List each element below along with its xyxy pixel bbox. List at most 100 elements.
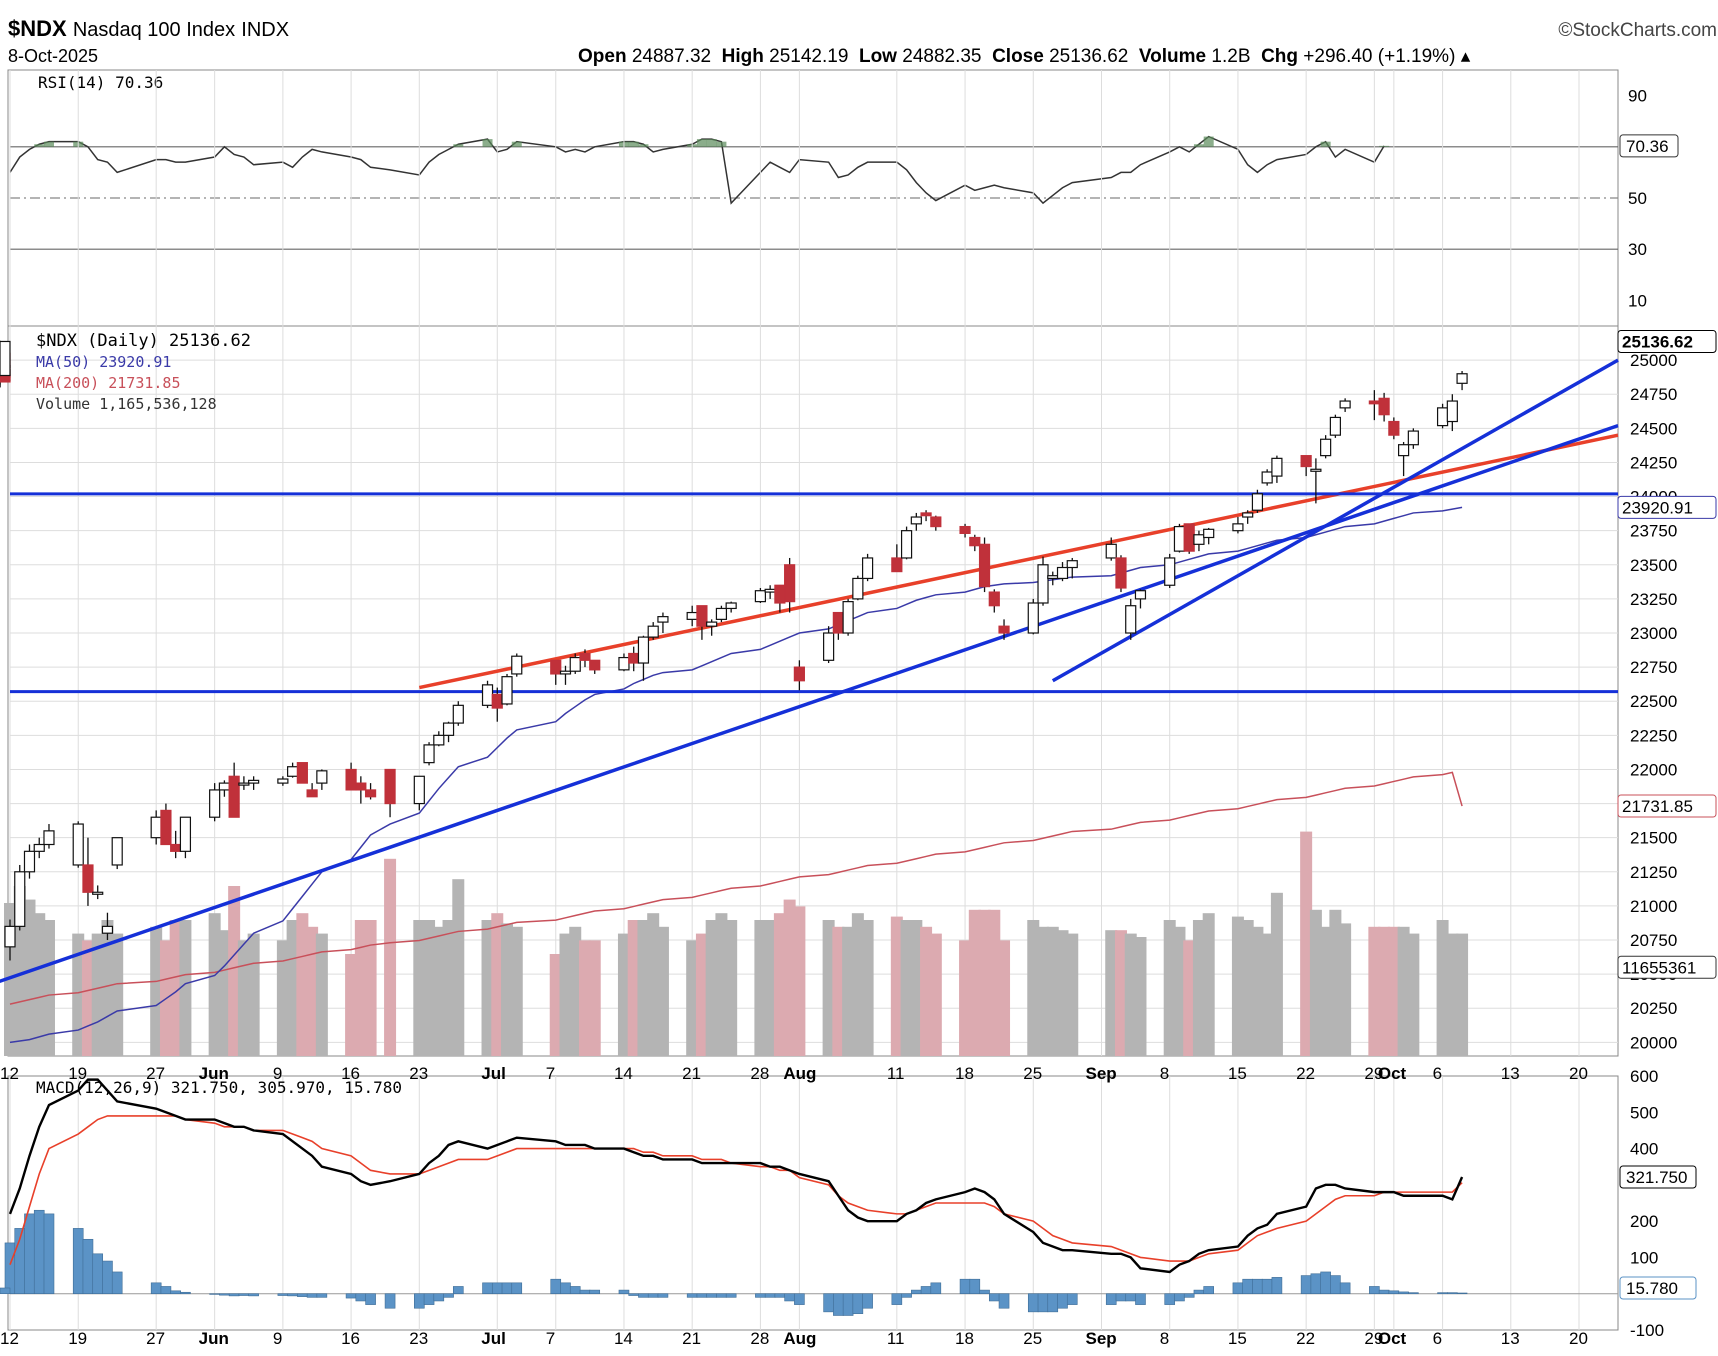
- volume-bar: [1270, 892, 1283, 1056]
- candle-up: [238, 782, 250, 786]
- volume-bar: [1387, 926, 1400, 1056]
- volume-bar: [247, 933, 260, 1056]
- candle-up: [1193, 534, 1205, 545]
- candle-down: [988, 591, 1000, 607]
- candle-up: [316, 770, 328, 784]
- volume-bar: [929, 933, 942, 1056]
- volume-bar: [822, 920, 835, 1056]
- macd-histogram-bar: [784, 1293, 795, 1302]
- macd-x-tick-label: 23: [409, 1329, 428, 1348]
- ma50-legend: MA(50) 23920.91: [36, 353, 171, 371]
- macd-x-tick-label: Jul: [481, 1329, 506, 1348]
- candle-up: [569, 656, 581, 672]
- macd-histogram-bar: [647, 1293, 659, 1298]
- macd-histogram-bar: [979, 1289, 990, 1295]
- candle-up: [1320, 438, 1332, 457]
- candle-up: [452, 704, 464, 724]
- candle-up: [1134, 590, 1147, 600]
- volume-bar: [33, 913, 46, 1056]
- volume-bar: [1114, 930, 1127, 1056]
- candle-up: [442, 722, 455, 736]
- candle-down: [228, 775, 240, 818]
- candle-down: [978, 543, 991, 588]
- candle-down: [491, 693, 503, 709]
- candle-up: [14, 871, 26, 927]
- macd-histogram-bar: [696, 1293, 708, 1298]
- macd-histogram-bar: [72, 1228, 84, 1295]
- rsi-overbought-fill: [716, 141, 727, 147]
- volume-bar: [1407, 933, 1420, 1056]
- open-label: Open: [578, 46, 627, 67]
- rsi-overbought-fill: [638, 144, 649, 147]
- candle-up: [1446, 400, 1458, 423]
- macd-histogram-bar: [1369, 1286, 1380, 1295]
- candle-up: [511, 655, 523, 675]
- candle-up: [657, 616, 669, 623]
- rsi-overbought-fill: [696, 139, 707, 147]
- macd-histogram-bar: [150, 1282, 162, 1295]
- candle-down: [930, 516, 942, 528]
- candle-down: [1378, 397, 1390, 416]
- candle-up: [33, 843, 45, 852]
- price-tick-label: 21250: [1630, 863, 1677, 882]
- candle-up: [1407, 430, 1419, 446]
- candle-up: [764, 588, 776, 593]
- candle-up: [1056, 566, 1069, 580]
- candle-up: [647, 625, 659, 638]
- macd-tick-label: 500: [1630, 1103, 1658, 1122]
- ma50-line: [9, 506, 1463, 1044]
- candle-down: [1388, 420, 1400, 436]
- trend-line-blue: [0, 423, 1619, 984]
- volume-bar: [783, 899, 796, 1056]
- macd-x-tick-label: 20: [1569, 1329, 1588, 1348]
- macd-x-tick-label: 18: [955, 1329, 974, 1348]
- candle-up: [1436, 407, 1449, 427]
- macd-histogram-bar: [1183, 1293, 1195, 1298]
- macd-tick-label: 200: [1630, 1212, 1658, 1231]
- macd-histogram-bar: [911, 1289, 922, 1295]
- volume-bar: [832, 926, 845, 1056]
- volume-bar: [1183, 940, 1196, 1056]
- volume-bar: [549, 954, 562, 1056]
- price-x-tick-label: 8: [1160, 1064, 1169, 1083]
- volume-bar: [111, 933, 124, 1056]
- volume-bar: [1056, 930, 1069, 1056]
- price-x-tick-label: Jul: [481, 1064, 506, 1083]
- price-tick-label: 24250: [1630, 453, 1677, 472]
- macd-x-tick-label: 29: [1364, 1329, 1383, 1348]
- volume-bar: [910, 920, 923, 1056]
- volume-bar: [686, 940, 699, 1056]
- candle-up: [218, 782, 230, 791]
- macd-histogram-bar: [443, 1293, 454, 1298]
- volume-bar: [998, 940, 1011, 1056]
- macd-histogram-bar: [1320, 1271, 1331, 1295]
- volume-bar: [959, 940, 972, 1056]
- rsi-last-box: [1619, 134, 1679, 158]
- candle-up: [1261, 471, 1273, 484]
- candle-down: [589, 659, 601, 671]
- macd-x-tick-label: 12: [0, 1329, 19, 1348]
- candle-up: [1173, 525, 1186, 552]
- candle-down: [1300, 455, 1312, 468]
- volume-bar: [1319, 926, 1332, 1056]
- macd-x-tick-label: Jun: [199, 1329, 229, 1348]
- candle-up: [618, 656, 630, 671]
- macd-histogram-bar: [1310, 1273, 1322, 1295]
- volume-bar: [793, 906, 806, 1056]
- candle-up: [1037, 564, 1049, 604]
- price-x-tick-label: 22: [1296, 1064, 1315, 1083]
- macd-line: [8, 1078, 1464, 1274]
- volume-bar: [306, 926, 319, 1056]
- price-last-label: 25136.62: [1622, 332, 1693, 351]
- macd-histogram-bar: [755, 1293, 766, 1298]
- candle-up: [725, 602, 737, 610]
- price-x-tick-label: 15: [1228, 1064, 1247, 1083]
- macd-histogram-bar: [823, 1293, 834, 1313]
- macd-histogram-bar: [1330, 1275, 1341, 1295]
- volume-bar: [1378, 926, 1391, 1056]
- volume-bar: [1202, 913, 1215, 1056]
- volume-bar: [1173, 926, 1186, 1056]
- price-tick-label: 23000: [1630, 624, 1677, 643]
- macd-histogram-bar: [657, 1293, 669, 1298]
- close-label: Close: [992, 46, 1044, 67]
